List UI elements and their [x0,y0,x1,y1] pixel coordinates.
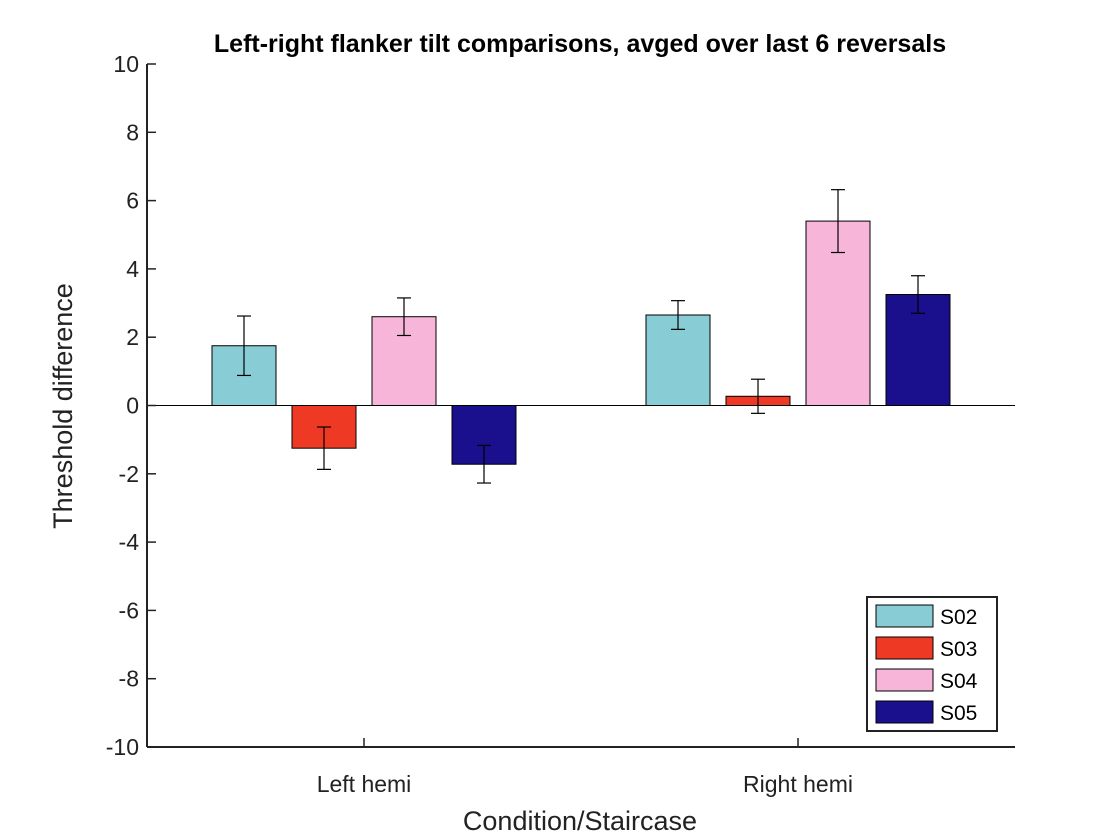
y-tick-label: -2 [119,461,139,487]
axes-group: -10 -8 -6 -4 -2 0 2 4 6 8 10 Left hemi Right hemi [106,51,1015,797]
x-axis-label: Condition/Staircase [463,806,697,836]
y-axis-label: Threshold difference [48,283,78,529]
error-bar-s04-0 [397,297,411,337]
legend-swatch-s05 [875,700,934,724]
y-tick-label: -6 [119,597,139,623]
error-bars-group [237,189,925,484]
legend-label-s02: S02 [940,606,977,629]
error-bar-s02-1 [671,300,685,330]
y-tick-label: 2 [126,324,139,350]
legend-label-s04: S04 [940,670,978,693]
legend-label-s03: S03 [940,638,977,661]
legend-swatch-s03 [875,636,934,660]
error-bar-s03-0 [317,426,331,470]
y-tick-label: 0 [126,393,139,419]
legend: S02 S03 S04 S05 [866,596,998,732]
bars-group [211,220,951,465]
x-tick-label: Right hemi [743,771,853,797]
y-tick-label: 8 [126,119,139,145]
x-tick-label: Left hemi [317,771,412,797]
legend-swatch-s04 [875,668,934,692]
legend-swatch-s02 [875,604,934,628]
y-tick-label: -10 [106,734,139,760]
error-bar-s05-0 [477,444,491,484]
error-bar-s03-1 [751,378,765,414]
y-tick-label: -4 [119,529,140,555]
chart-title: Left-right flanker tilt comparisons, avg… [214,30,946,58]
error-bar-s05-1 [911,275,925,314]
y-tick-label: -8 [119,666,139,692]
y-tick-label: 4 [126,256,139,282]
error-bar-s02-0 [237,315,251,377]
y-tick-label: 6 [126,188,139,214]
bar-s02-1 [645,314,711,406]
y-tick-label: 10 [113,51,139,77]
legend-label-s05: S05 [940,702,977,725]
error-bar-s04-1 [831,189,845,254]
